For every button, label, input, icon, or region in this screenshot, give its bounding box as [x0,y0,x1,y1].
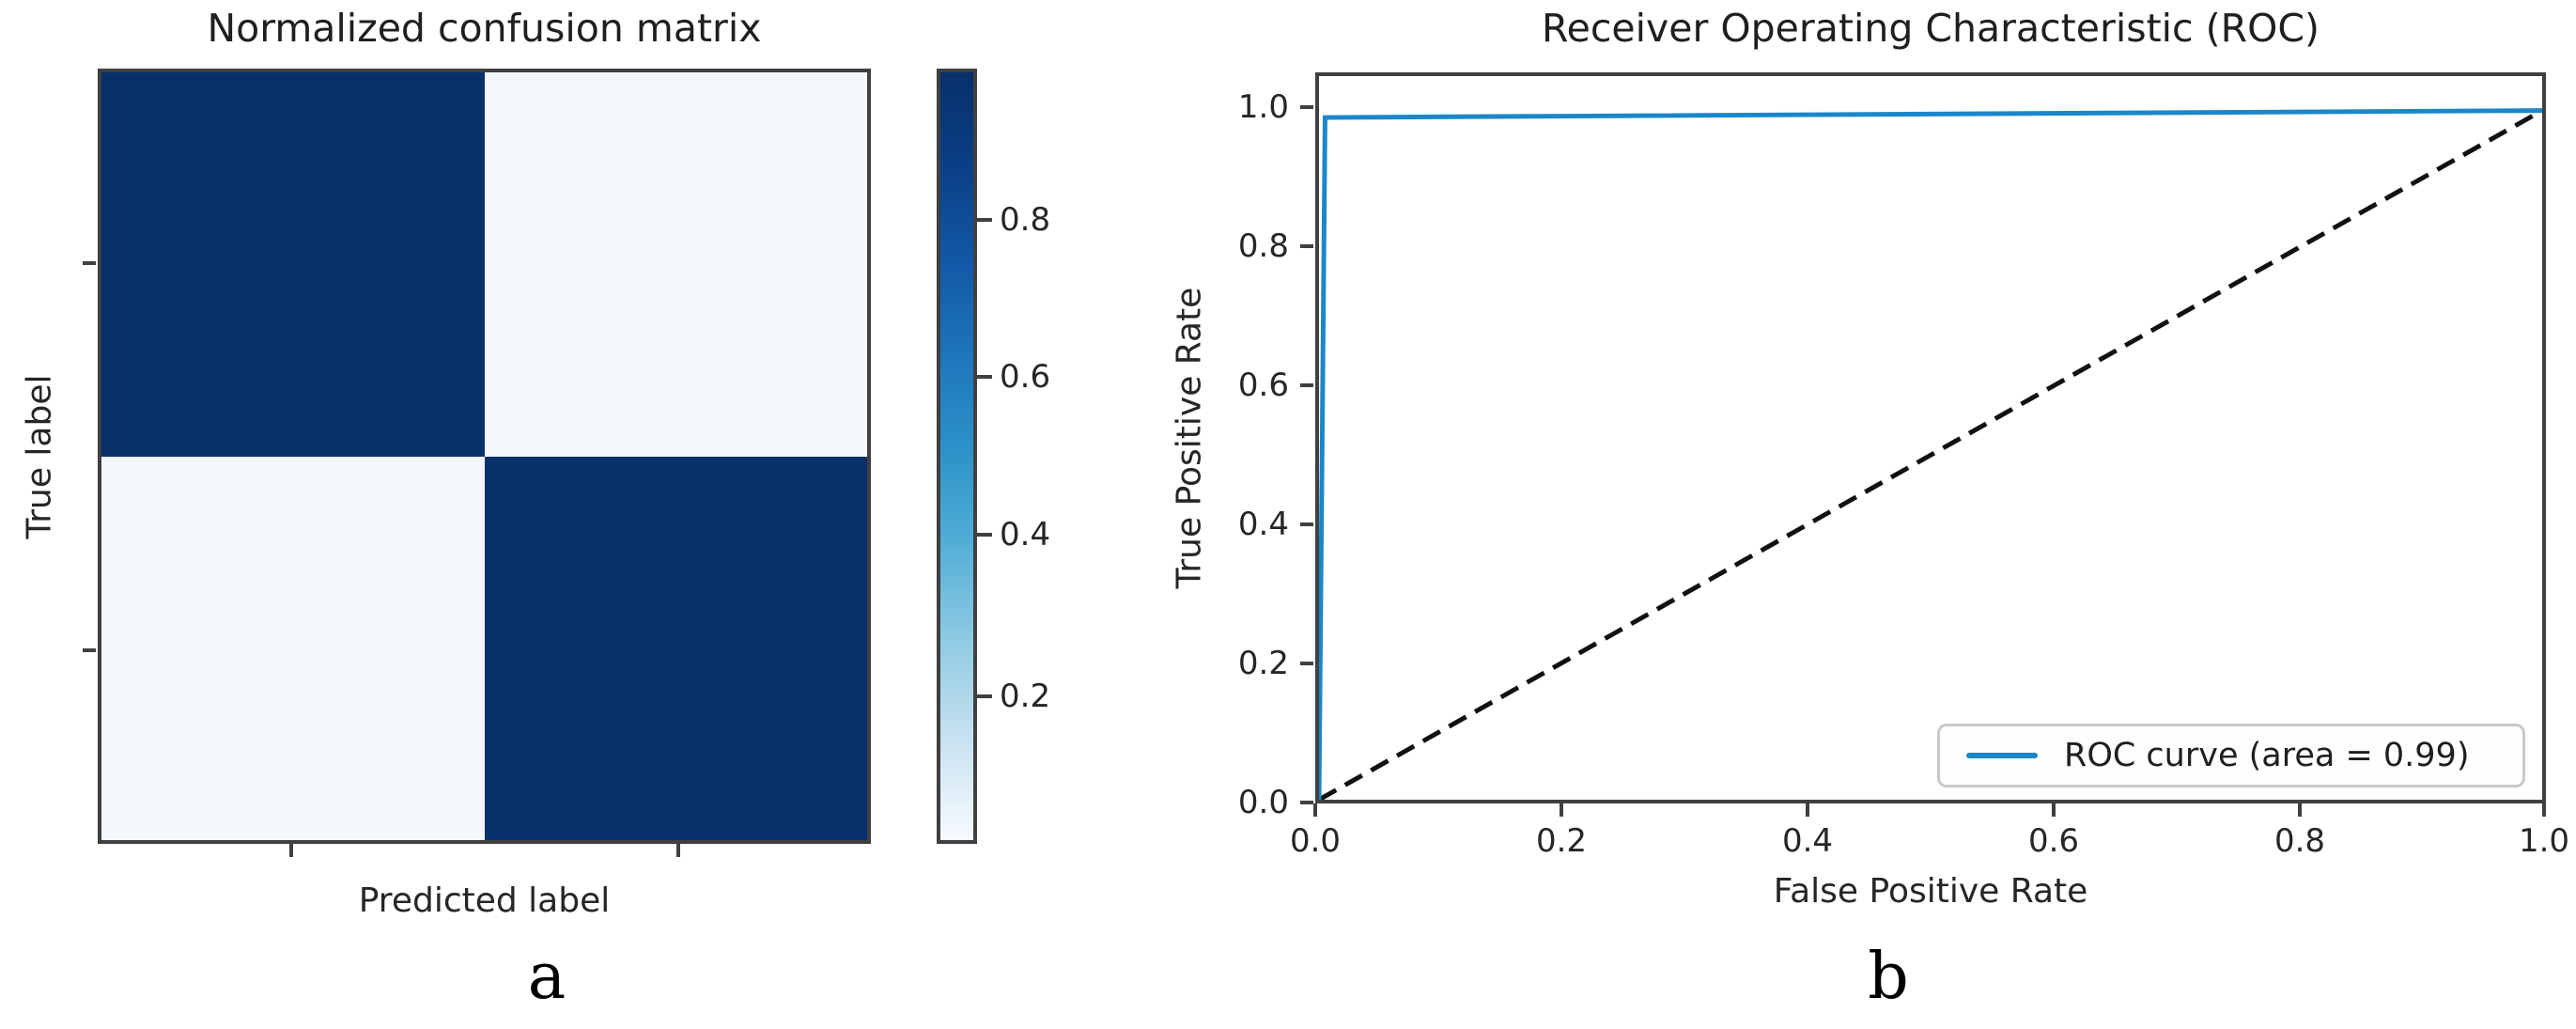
y-tick-label: 0.6 [1237,366,1289,404]
colorbar-tick [977,694,992,698]
x-tick [1560,803,1563,817]
y-tick [1300,383,1313,387]
roc-plot-svg [1316,108,2544,803]
colorbar [937,69,977,844]
x-tick-label: 1.0 [2518,822,2570,860]
y-tick [1300,522,1313,526]
colorbar-tick [977,375,992,379]
colorbar-tick-label: 0.4 [1000,516,1051,553]
matrix-cell-true1-pred1 [484,456,867,840]
y-tick [1300,105,1313,109]
confusion-matrix-plot [98,69,871,844]
chance-diagonal-line [1317,108,2544,803]
colorbar-tick-label: 0.2 [1000,678,1051,715]
x-tick [1806,803,1809,817]
y-tick-label: 0.0 [1237,784,1289,821]
y-tick [1300,801,1313,804]
roc-legend: ROC curve (area = 0.99) [1937,724,2525,787]
y-tick-label: 1.0 [1237,88,1289,126]
confusion-matrix-grid [101,72,867,840]
y-tick [1300,244,1313,248]
roc-title: Receiver Operating Characteristic (ROC) [1541,6,2320,51]
colorbar-tick-label: 0.8 [1000,201,1051,239]
caption-a: a [527,940,566,1014]
x-tick [289,844,293,857]
y-tick-label: 0.2 [1237,645,1289,682]
x-tick [676,844,680,857]
matrix-cell-true0-pred0 [101,72,485,457]
y-tick [83,261,96,265]
matrix-cell-true1-pred0 [101,456,485,840]
roc-x-axis-label: False Positive Rate [1773,872,2088,911]
x-tick-label: 0.2 [1535,822,1588,860]
matrix-cell-true0-pred1 [484,72,867,457]
y-tick [1300,662,1313,665]
x-tick [2052,803,2056,817]
x-tick [1313,803,1317,817]
x-tick-label: 0.8 [2273,822,2326,860]
confusion-y-axis-label: True label [20,374,59,539]
legend-line-sample [1966,753,2038,758]
x-tick-label: 0.4 [1781,822,1834,860]
colorbar-tick-label: 0.6 [1000,358,1051,396]
x-tick [2542,803,2546,817]
x-tick [2298,803,2302,817]
x-tick-label: 0.6 [2027,822,2080,860]
confusion-matrix-title: Normalized confusion matrix [207,6,762,51]
roc-curve-line [1316,108,2543,801]
roc-y-axis-label: True Positive Rate [1170,287,1209,589]
confusion-x-axis-label: Predicted label [358,881,611,920]
x-tick-label: 0.0 [1289,822,1342,860]
y-tick-label: 0.8 [1237,227,1289,265]
colorbar-tick [977,218,992,222]
roc-plot [1315,72,2546,803]
legend-label: ROC curve (area = 0.99) [2064,737,2470,774]
y-tick-label: 0.4 [1237,506,1289,543]
caption-b: b [1868,940,1909,1014]
colorbar-tick [977,533,992,537]
y-tick [83,648,96,652]
